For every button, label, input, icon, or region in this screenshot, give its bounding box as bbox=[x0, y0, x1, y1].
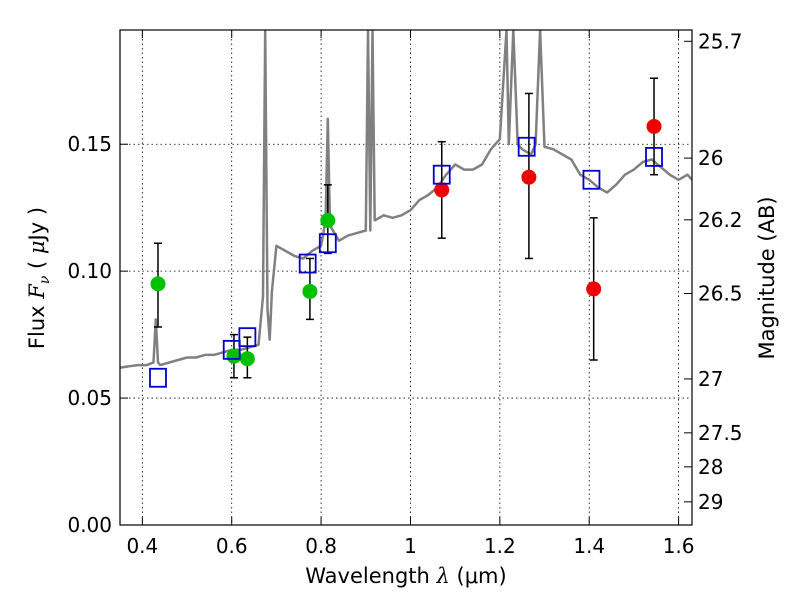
plot-background bbox=[120, 30, 692, 525]
y-tick-label: 0.15 bbox=[67, 132, 112, 156]
green-photometry-point bbox=[226, 348, 242, 364]
green-photometry-point bbox=[150, 276, 166, 292]
green-photometry-point bbox=[302, 283, 318, 299]
red-photometry-point bbox=[646, 118, 662, 134]
x-tick-label: 1.2 bbox=[484, 534, 516, 558]
y-tick-label: 0.00 bbox=[67, 513, 112, 537]
markers bbox=[149, 118, 663, 388]
model-flux-square bbox=[298, 253, 317, 274]
red-photometry-point bbox=[586, 281, 602, 297]
y-tick-label: 0.05 bbox=[67, 386, 112, 410]
model-flux-square bbox=[517, 136, 536, 157]
y2-axis-title: Magnitude (AB) bbox=[755, 196, 779, 359]
data-layer bbox=[120, 30, 692, 369]
x-tick-label: 0.6 bbox=[216, 534, 248, 558]
y2-tick-label: 27.5 bbox=[698, 421, 743, 445]
y2-tick-label: 29 bbox=[698, 490, 723, 514]
y2-tick-label: 25.7 bbox=[698, 29, 743, 53]
x-axis-title: Wavelength λ (μm) bbox=[305, 564, 506, 588]
red-photometry-point bbox=[521, 169, 537, 185]
model-flux-square bbox=[432, 164, 451, 185]
y2-tick-label: 27 bbox=[698, 367, 723, 391]
model-flux-square bbox=[222, 339, 241, 360]
green-photometry-point bbox=[239, 351, 255, 367]
model-flux-square bbox=[149, 367, 167, 388]
y2-tick-label: 26.5 bbox=[698, 281, 743, 305]
x-tick-label: 1.4 bbox=[573, 534, 605, 558]
x-tick-label: 0.4 bbox=[126, 534, 158, 558]
y2-tick-label: 26 bbox=[698, 146, 723, 170]
x-tick-label: 1 bbox=[404, 534, 417, 558]
template-spectrum-line bbox=[120, 30, 692, 369]
y2-tick-label: 26.2 bbox=[698, 208, 743, 232]
grid bbox=[120, 30, 692, 525]
model-flux-square bbox=[318, 233, 337, 254]
plot-frame bbox=[119, 29, 693, 526]
x-tick-label: 1.6 bbox=[663, 534, 695, 558]
ticks: 0.4 0.6 0.8 1 1.2 1.4 1.6 0.00 0.05 0.10 0.15 25.7 2… bbox=[67, 29, 742, 558]
red-photometry-point bbox=[434, 182, 450, 198]
green-photometry-point bbox=[320, 212, 336, 228]
model-flux-square bbox=[645, 147, 663, 167]
model-flux-square bbox=[582, 169, 601, 190]
y-tick-label: 0.10 bbox=[67, 259, 112, 283]
y-axis-title: Flux Fν ( μJy ) bbox=[25, 207, 53, 349]
y2-tick-label: 28 bbox=[698, 455, 723, 479]
model-flux-square bbox=[238, 327, 257, 348]
x-tick-label: 0.8 bbox=[305, 534, 337, 558]
